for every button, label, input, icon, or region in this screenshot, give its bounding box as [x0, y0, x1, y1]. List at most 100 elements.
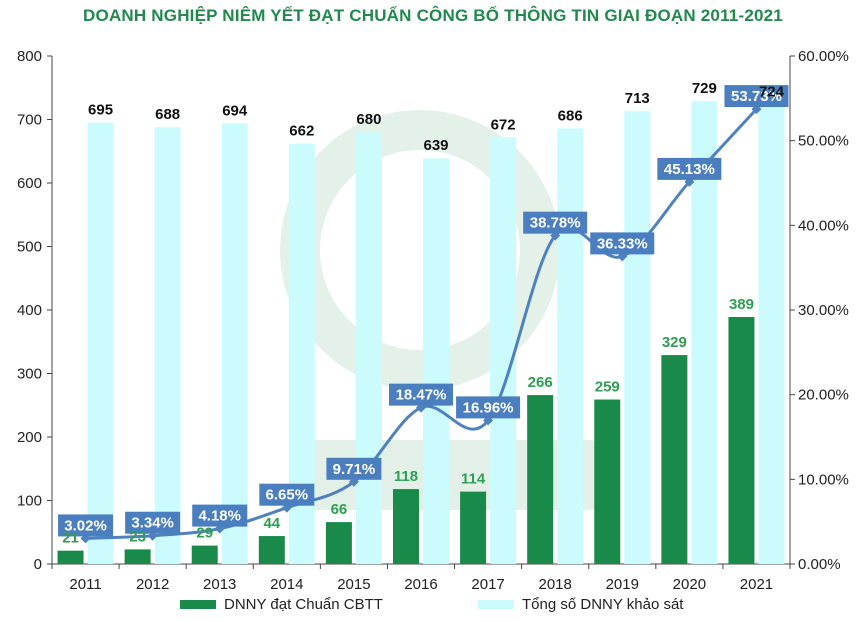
x-tick-label: 2013 — [203, 576, 236, 593]
chart-area: 0 100 200 300 400 500 600 700 800 0.00% 10.00% 20.0… — [17, 48, 849, 593]
total-value-label: 694 — [222, 102, 248, 119]
bar-total — [221, 123, 248, 564]
y-left-tick-label: 100 — [17, 493, 42, 510]
ratio-label-box — [326, 457, 382, 480]
cbtt-value-label: 23 — [129, 528, 146, 545]
bar-cbtt — [527, 395, 554, 564]
cbtt-value-label: 259 — [595, 379, 620, 396]
total-value-label: 724 — [759, 83, 785, 100]
legend-item-total: Tổng số DNNY khảo sát — [478, 596, 683, 613]
x-tick-label: 2018 — [538, 576, 571, 593]
y-left-tick-label: 800 — [17, 48, 42, 65]
bar-total — [355, 132, 382, 564]
cbtt-value-label: 266 — [528, 374, 553, 391]
x-tick-label: 2019 — [606, 576, 639, 593]
cbtt-value-label: 66 — [331, 501, 348, 518]
y-left-tick-label: 0 — [34, 556, 42, 573]
bar-total — [154, 127, 181, 565]
ratio-label-box — [192, 504, 248, 527]
cbtt-value-label: 44 — [263, 515, 280, 532]
chart-title: DOANH NGHIỆP NIÊM YẾT ĐẠT CHUẨN CÔNG BỐ … — [83, 6, 783, 25]
y-right-tick-label: 20.00% — [798, 387, 849, 404]
bar-cbtt — [258, 536, 285, 564]
bar-total — [557, 128, 584, 564]
y-left-tick-label: 300 — [17, 366, 42, 383]
bar-cbtt — [325, 522, 352, 564]
bar-cbtt — [191, 545, 218, 564]
x-tick-label: 2011 — [69, 576, 101, 593]
ratio-label: 38.78% — [530, 215, 581, 232]
y-right-tick-label: 30.00% — [798, 302, 849, 319]
bar-cbtt — [393, 489, 419, 564]
ratio-label-box — [456, 396, 521, 419]
total-value-label: 680 — [356, 111, 381, 128]
ratio-label-box — [259, 483, 315, 506]
ratio-label-box — [389, 383, 453, 406]
y-left-tick-label: 600 — [17, 175, 42, 192]
cbtt-value-label: 389 — [729, 296, 754, 313]
y-right-tick-label: 60.00% — [798, 48, 849, 65]
total-value-label: 713 — [625, 90, 650, 107]
total-value-label: 639 — [423, 137, 448, 154]
total-value-label: 695 — [88, 102, 113, 119]
total-value-label: 729 — [692, 80, 717, 97]
ratio-label: 3.02% — [64, 517, 107, 534]
bar-total — [87, 122, 114, 565]
x-tick-label: 2012 — [136, 576, 169, 593]
ratio-label-box — [58, 514, 114, 537]
ratio-label-box — [590, 232, 655, 255]
cbtt-value-label: 118 — [394, 468, 418, 485]
ratio-label-box — [523, 211, 588, 234]
ratio-label: 6.65% — [266, 487, 309, 504]
ratio-label-box — [125, 511, 181, 534]
x-tick-label: 2021 — [740, 576, 773, 593]
ratio-label-box — [657, 157, 722, 180]
y-left-tick-label: 700 — [17, 112, 42, 129]
bar-cbtt — [460, 491, 487, 564]
bar-cbtt — [661, 355, 688, 564]
x-tick-label: 2020 — [673, 576, 706, 593]
x-tick-label: 2014 — [270, 576, 303, 593]
ratio-label-box — [724, 85, 789, 108]
y-right-tick-label: 10.00% — [798, 471, 849, 488]
y-left-tick-label: 500 — [17, 239, 42, 256]
ratio-label: 53.73% — [731, 88, 782, 105]
watermark-logo — [280, 110, 600, 510]
legend-label-cbtt: DNNY đạt Chuẩn CBTT — [224, 596, 383, 613]
cbtt-value-label: 21 — [62, 530, 79, 547]
cbtt-value-label: 29 — [196, 525, 213, 542]
bar-total — [423, 158, 449, 565]
x-tick-label: 2016 — [404, 576, 437, 593]
bar-cbtt — [57, 550, 84, 564]
ratio-label: 36.33% — [597, 235, 648, 252]
ratio-label: 4.18% — [198, 508, 241, 525]
legend-swatch-cbtt — [180, 600, 216, 609]
total-value-label: 688 — [155, 106, 180, 123]
y-right-tick-label: 50.00% — [798, 133, 849, 150]
y-left-tick-label: 400 — [17, 302, 42, 319]
x-tick-label: 2017 — [471, 576, 504, 593]
cbtt-value-label: 114 — [461, 471, 486, 488]
total-value-label: 686 — [558, 107, 583, 124]
legend-swatch-total — [478, 600, 514, 609]
total-value-label: 662 — [289, 123, 314, 140]
legend: DNNY đạt Chuẩn CBTT Tổng số DNNY khảo sá… — [0, 596, 866, 620]
y-left-tick-label: 200 — [17, 429, 42, 446]
bar-cbtt — [124, 549, 151, 564]
cbtt-value-label: 329 — [662, 334, 687, 351]
bar-cbtt — [594, 399, 621, 564]
ratio-label: 16.96% — [463, 399, 514, 416]
bar-total — [624, 111, 651, 565]
bar-total — [490, 137, 517, 564]
legend-item-cbtt: DNNY đạt Chuẩn CBTT — [180, 596, 383, 613]
legend-label-total: Tổng số DNNY khảo sát — [522, 596, 684, 613]
y-right-tick-label: 0.00% — [798, 556, 841, 573]
y-right-tick-label: 40.00% — [798, 217, 849, 234]
x-tick-label: 2015 — [337, 576, 370, 593]
bar-total — [758, 104, 785, 564]
ratio-label: 9.71% — [333, 461, 376, 478]
total-value-label: 672 — [491, 116, 516, 133]
ratio-label: 3.34% — [131, 515, 174, 532]
bar-cbtt — [728, 316, 755, 564]
ratio-label: 18.47% — [396, 387, 447, 404]
